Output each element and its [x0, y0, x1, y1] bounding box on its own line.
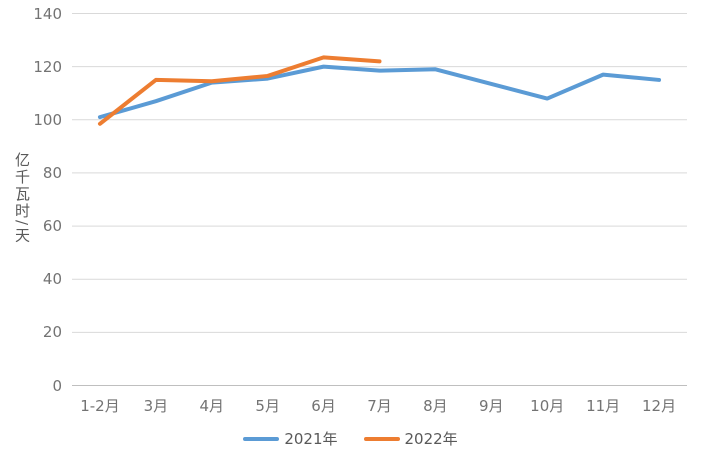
- legend-label-2021: 2021年: [284, 430, 338, 448]
- x-tick-label: 9月: [479, 397, 504, 415]
- legend-item-2022: 2022年: [363, 428, 458, 449]
- legend-line-swatch-2022-icon: [363, 436, 400, 441]
- x-tick-label: 11月: [586, 397, 621, 415]
- legend-item-2021: 2021年: [243, 428, 338, 449]
- x-tick-label: 1-2月: [80, 397, 120, 415]
- x-tick-label: 10月: [530, 397, 565, 415]
- y-tick-label: 0: [52, 376, 62, 395]
- legend-line-swatch-2021-icon: [243, 436, 280, 441]
- x-tick-label: 6月: [311, 397, 336, 415]
- y-axis-title: 亿千瓦时/天: [13, 152, 31, 245]
- x-tick-label: 12月: [641, 397, 677, 415]
- x-tick-label: 5月: [255, 397, 280, 415]
- y-tick-label: 100: [33, 110, 62, 129]
- x-tick-label: 3月: [143, 397, 169, 415]
- x-tick-label: 7月: [367, 397, 392, 415]
- y-tick-label: 120: [33, 57, 62, 76]
- legend: 2021年 2022年: [0, 428, 701, 449]
- y-tick-label: 60: [42, 217, 62, 236]
- y-tick-label: 80: [42, 163, 62, 182]
- x-tick-label: 4月: [199, 397, 225, 415]
- y-tick-label: 40: [42, 270, 62, 289]
- legend-label-2022: 2022年: [404, 430, 458, 448]
- x-tick-label: 8月: [423, 397, 448, 415]
- y-tick-label: 20: [42, 323, 62, 342]
- y-tick-label: 140: [33, 4, 62, 23]
